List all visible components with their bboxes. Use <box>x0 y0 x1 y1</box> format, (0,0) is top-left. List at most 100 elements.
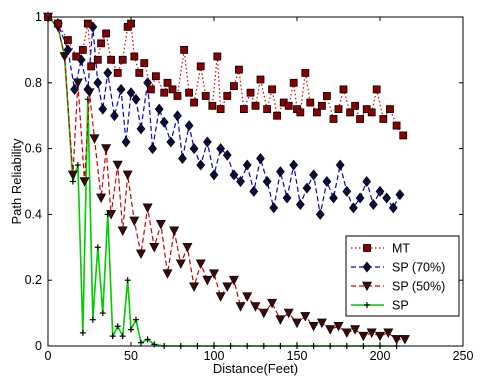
data-point <box>89 134 100 144</box>
data-point <box>173 92 182 100</box>
data-point <box>209 269 219 279</box>
data-point <box>87 62 96 71</box>
legend-item: SP <box>351 299 409 313</box>
data-point <box>99 310 106 317</box>
data-point <box>399 131 408 140</box>
data-point <box>283 308 294 319</box>
legend: MT SP (70%) SP (50%) SP <box>345 235 460 317</box>
data-point <box>70 83 79 95</box>
data-point <box>334 105 343 114</box>
data-point <box>110 110 119 122</box>
data-point <box>267 298 278 309</box>
data-point <box>242 292 253 302</box>
x-tick-label: 150 <box>287 349 308 363</box>
data-point <box>137 339 144 346</box>
data-point <box>201 92 210 100</box>
data-point <box>251 101 260 110</box>
data-point <box>355 192 365 204</box>
data-point <box>119 333 126 340</box>
data-point <box>122 170 133 181</box>
data-point <box>234 65 243 74</box>
data-point <box>144 336 151 343</box>
data-point <box>72 52 81 61</box>
legend-label: SP <box>392 299 409 313</box>
data-point <box>106 210 117 220</box>
data-point <box>296 108 305 117</box>
data-point <box>178 152 187 164</box>
y-tick-label: 0.4 <box>25 207 42 221</box>
data-point <box>83 19 92 28</box>
data-point <box>96 193 107 204</box>
data-point <box>229 169 239 181</box>
data-point <box>97 39 106 48</box>
data-point <box>140 59 149 67</box>
data-point <box>155 219 166 230</box>
data-point <box>341 328 352 338</box>
data-point <box>302 182 312 194</box>
data-point <box>382 192 392 204</box>
data-point <box>262 176 272 187</box>
data-point <box>102 29 110 38</box>
legend-marker <box>362 261 372 273</box>
data-point <box>169 226 180 236</box>
legend-label: SP (50%) <box>392 280 445 294</box>
data-point <box>195 259 206 269</box>
data-point <box>230 82 238 90</box>
data-point <box>282 192 292 204</box>
data-point <box>284 101 293 110</box>
data-point <box>275 315 286 325</box>
data-point <box>216 105 225 114</box>
data-point <box>127 19 135 28</box>
legend-marker <box>364 302 370 308</box>
data-point <box>129 216 140 227</box>
data-point <box>356 115 364 123</box>
data-point <box>292 318 302 329</box>
data-point <box>180 46 189 54</box>
data-point <box>263 105 272 114</box>
data-point <box>190 98 198 107</box>
data-point <box>276 166 285 178</box>
x-tick-label: 50 <box>124 349 138 363</box>
data-point <box>98 103 108 115</box>
data-point <box>273 111 281 120</box>
data-point <box>132 316 139 323</box>
data-point <box>142 203 153 213</box>
data-point <box>383 328 394 338</box>
data-point <box>386 105 394 114</box>
data-point <box>295 199 305 211</box>
data-point <box>196 159 206 171</box>
data-point <box>147 85 155 94</box>
legend-items: MT SP (70%) SP (50%) SP <box>351 242 445 313</box>
data-point <box>121 136 131 148</box>
data-point <box>74 162 81 169</box>
data-point <box>228 275 239 286</box>
data-point <box>109 333 116 340</box>
data-point <box>329 115 338 123</box>
series-layer <box>43 11 410 349</box>
data-point <box>131 93 141 105</box>
data-point <box>130 52 139 61</box>
data-point <box>329 192 338 204</box>
data-point <box>375 331 385 342</box>
data-point <box>189 143 199 155</box>
data-point <box>59 52 70 62</box>
data-point <box>93 55 102 64</box>
data-point <box>94 244 101 251</box>
y-tick-label: 0.2 <box>25 273 42 287</box>
data-point <box>182 243 193 253</box>
data-point <box>154 103 164 115</box>
legend-label: MT <box>392 242 410 256</box>
data-point <box>256 75 265 84</box>
data-point <box>301 69 310 77</box>
y-tick-label: 0.8 <box>25 76 42 90</box>
data-point <box>184 120 194 132</box>
data-point <box>289 159 299 171</box>
data-point <box>342 185 352 197</box>
data-point <box>351 101 360 110</box>
data-point <box>78 46 87 54</box>
data-point <box>79 329 86 336</box>
data-point <box>379 115 388 123</box>
data-point <box>151 72 160 81</box>
data-point <box>366 328 377 338</box>
series-sp-50 <box>43 12 410 345</box>
